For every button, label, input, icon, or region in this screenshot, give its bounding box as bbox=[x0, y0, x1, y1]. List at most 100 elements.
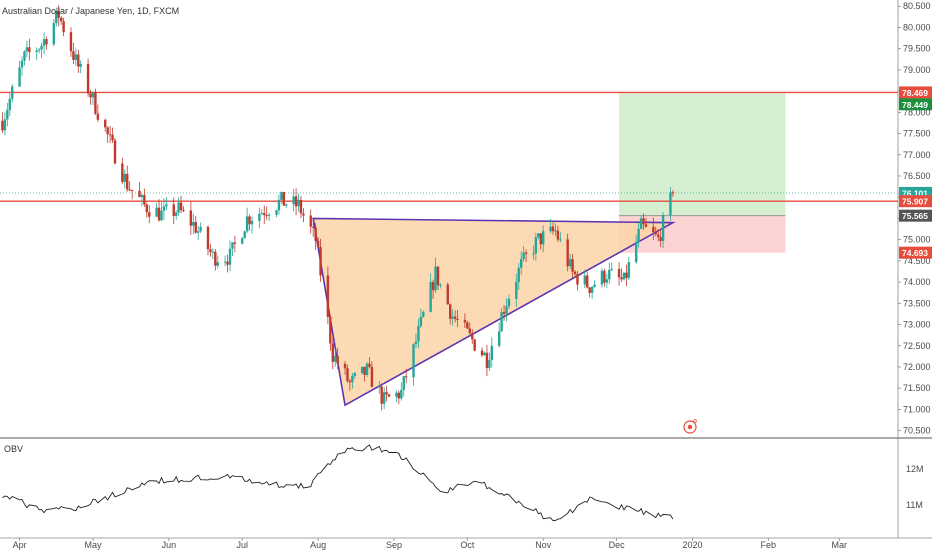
candle-body bbox=[211, 251, 215, 253]
candle bbox=[275, 209, 278, 218]
candle bbox=[59, 16, 63, 25]
price-tag-green[interactable]: 78.449 bbox=[899, 98, 932, 111]
price-axis[interactable]: 80.50080.00079.50079.00078.50078.00077.5… bbox=[898, 1, 932, 436]
candle-body bbox=[625, 272, 628, 278]
candle bbox=[6, 102, 9, 127]
candle bbox=[542, 225, 545, 253]
candle bbox=[148, 205, 151, 224]
candle bbox=[226, 254, 229, 273]
candle bbox=[463, 313, 467, 329]
candle bbox=[505, 298, 508, 322]
candle-body bbox=[334, 355, 337, 362]
obv-tick-label: 12M bbox=[906, 464, 924, 474]
price-tag-gray[interactable]: 75.565 bbox=[899, 209, 932, 222]
candle bbox=[382, 387, 386, 410]
price-tag-red[interactable]: 75.907 bbox=[899, 195, 932, 208]
price-tag-red[interactable]: 74.693 bbox=[899, 246, 932, 259]
candle-body bbox=[145, 204, 149, 213]
candle bbox=[189, 201, 193, 235]
candle-body bbox=[157, 207, 161, 221]
candle bbox=[282, 191, 286, 206]
candle-body bbox=[277, 199, 281, 211]
candle-body bbox=[436, 266, 440, 286]
candle bbox=[314, 222, 317, 250]
candle-body bbox=[243, 231, 246, 239]
candle bbox=[517, 263, 520, 291]
candle bbox=[280, 191, 283, 204]
candle bbox=[192, 213, 195, 235]
candle-body bbox=[500, 312, 503, 332]
candle-body bbox=[336, 355, 339, 364]
horizontal-levels[interactable] bbox=[0, 91, 898, 202]
candle bbox=[539, 233, 542, 250]
candle-body bbox=[40, 45, 43, 50]
candle bbox=[128, 181, 131, 192]
candle bbox=[456, 309, 459, 328]
candle-body bbox=[140, 195, 144, 198]
price-tick-label: 71.000 bbox=[903, 404, 931, 414]
candle bbox=[488, 352, 491, 371]
candle-body bbox=[155, 207, 158, 217]
candle-body bbox=[316, 240, 320, 247]
candle-body bbox=[194, 221, 197, 233]
candle-body bbox=[360, 366, 364, 374]
candle bbox=[468, 322, 471, 337]
price-tag-red[interactable]: 78.469 bbox=[899, 86, 932, 99]
candle bbox=[397, 390, 401, 405]
candle-body bbox=[617, 269, 621, 278]
time-tick-label: Feb bbox=[761, 540, 777, 550]
triangle-shape[interactable] bbox=[312, 217, 676, 407]
candle bbox=[248, 214, 251, 231]
target-icon-ring bbox=[683, 420, 697, 434]
candle bbox=[568, 253, 572, 270]
time-axis[interactable]: Apr May Jun Jul Aug Sep Oct Nov Dec 2020 Feb Mar bbox=[13, 538, 847, 550]
candle bbox=[250, 216, 254, 234]
candle bbox=[214, 248, 217, 271]
obv-tick-label: 11M bbox=[906, 500, 923, 510]
target-zone[interactable] bbox=[619, 93, 786, 216]
candle-body bbox=[35, 50, 38, 53]
candle bbox=[231, 242, 234, 256]
candle bbox=[74, 48, 78, 66]
candle bbox=[571, 253, 574, 278]
candle bbox=[145, 202, 149, 218]
target-icon[interactable] bbox=[683, 419, 697, 434]
time-tick-label: Oct bbox=[460, 540, 475, 550]
candle-body bbox=[196, 231, 200, 233]
candle bbox=[52, 19, 56, 47]
candle-body bbox=[497, 331, 501, 346]
price-tick-label: 79.000 bbox=[903, 65, 931, 75]
candle bbox=[302, 208, 305, 223]
candle-body bbox=[143, 195, 146, 205]
candle bbox=[69, 27, 73, 58]
candle bbox=[138, 182, 141, 198]
candle bbox=[1, 112, 4, 134]
candle-body bbox=[299, 199, 303, 214]
candle bbox=[436, 266, 440, 290]
candle bbox=[194, 215, 197, 234]
candle-body bbox=[245, 216, 249, 232]
candle-body bbox=[451, 316, 454, 319]
candle bbox=[605, 273, 609, 289]
price-tag-label: 75.907 bbox=[902, 197, 928, 207]
candle-body bbox=[568, 259, 572, 267]
candle bbox=[610, 262, 613, 272]
candle bbox=[23, 50, 26, 66]
candle-body bbox=[57, 11, 60, 18]
candle bbox=[414, 333, 418, 349]
candle bbox=[160, 202, 163, 221]
candle bbox=[370, 361, 374, 388]
candle-body bbox=[382, 392, 386, 404]
candle bbox=[25, 40, 29, 58]
triangle-pattern[interactable] bbox=[312, 217, 676, 407]
candle bbox=[617, 262, 621, 286]
candle-body bbox=[45, 39, 48, 45]
candle-body bbox=[554, 230, 557, 232]
candle-body bbox=[160, 210, 163, 221]
candle-body bbox=[363, 366, 366, 376]
candle bbox=[583, 269, 587, 289]
candle-body bbox=[434, 266, 437, 291]
candle bbox=[625, 264, 628, 287]
candle bbox=[162, 198, 166, 220]
candle-body bbox=[72, 51, 75, 60]
